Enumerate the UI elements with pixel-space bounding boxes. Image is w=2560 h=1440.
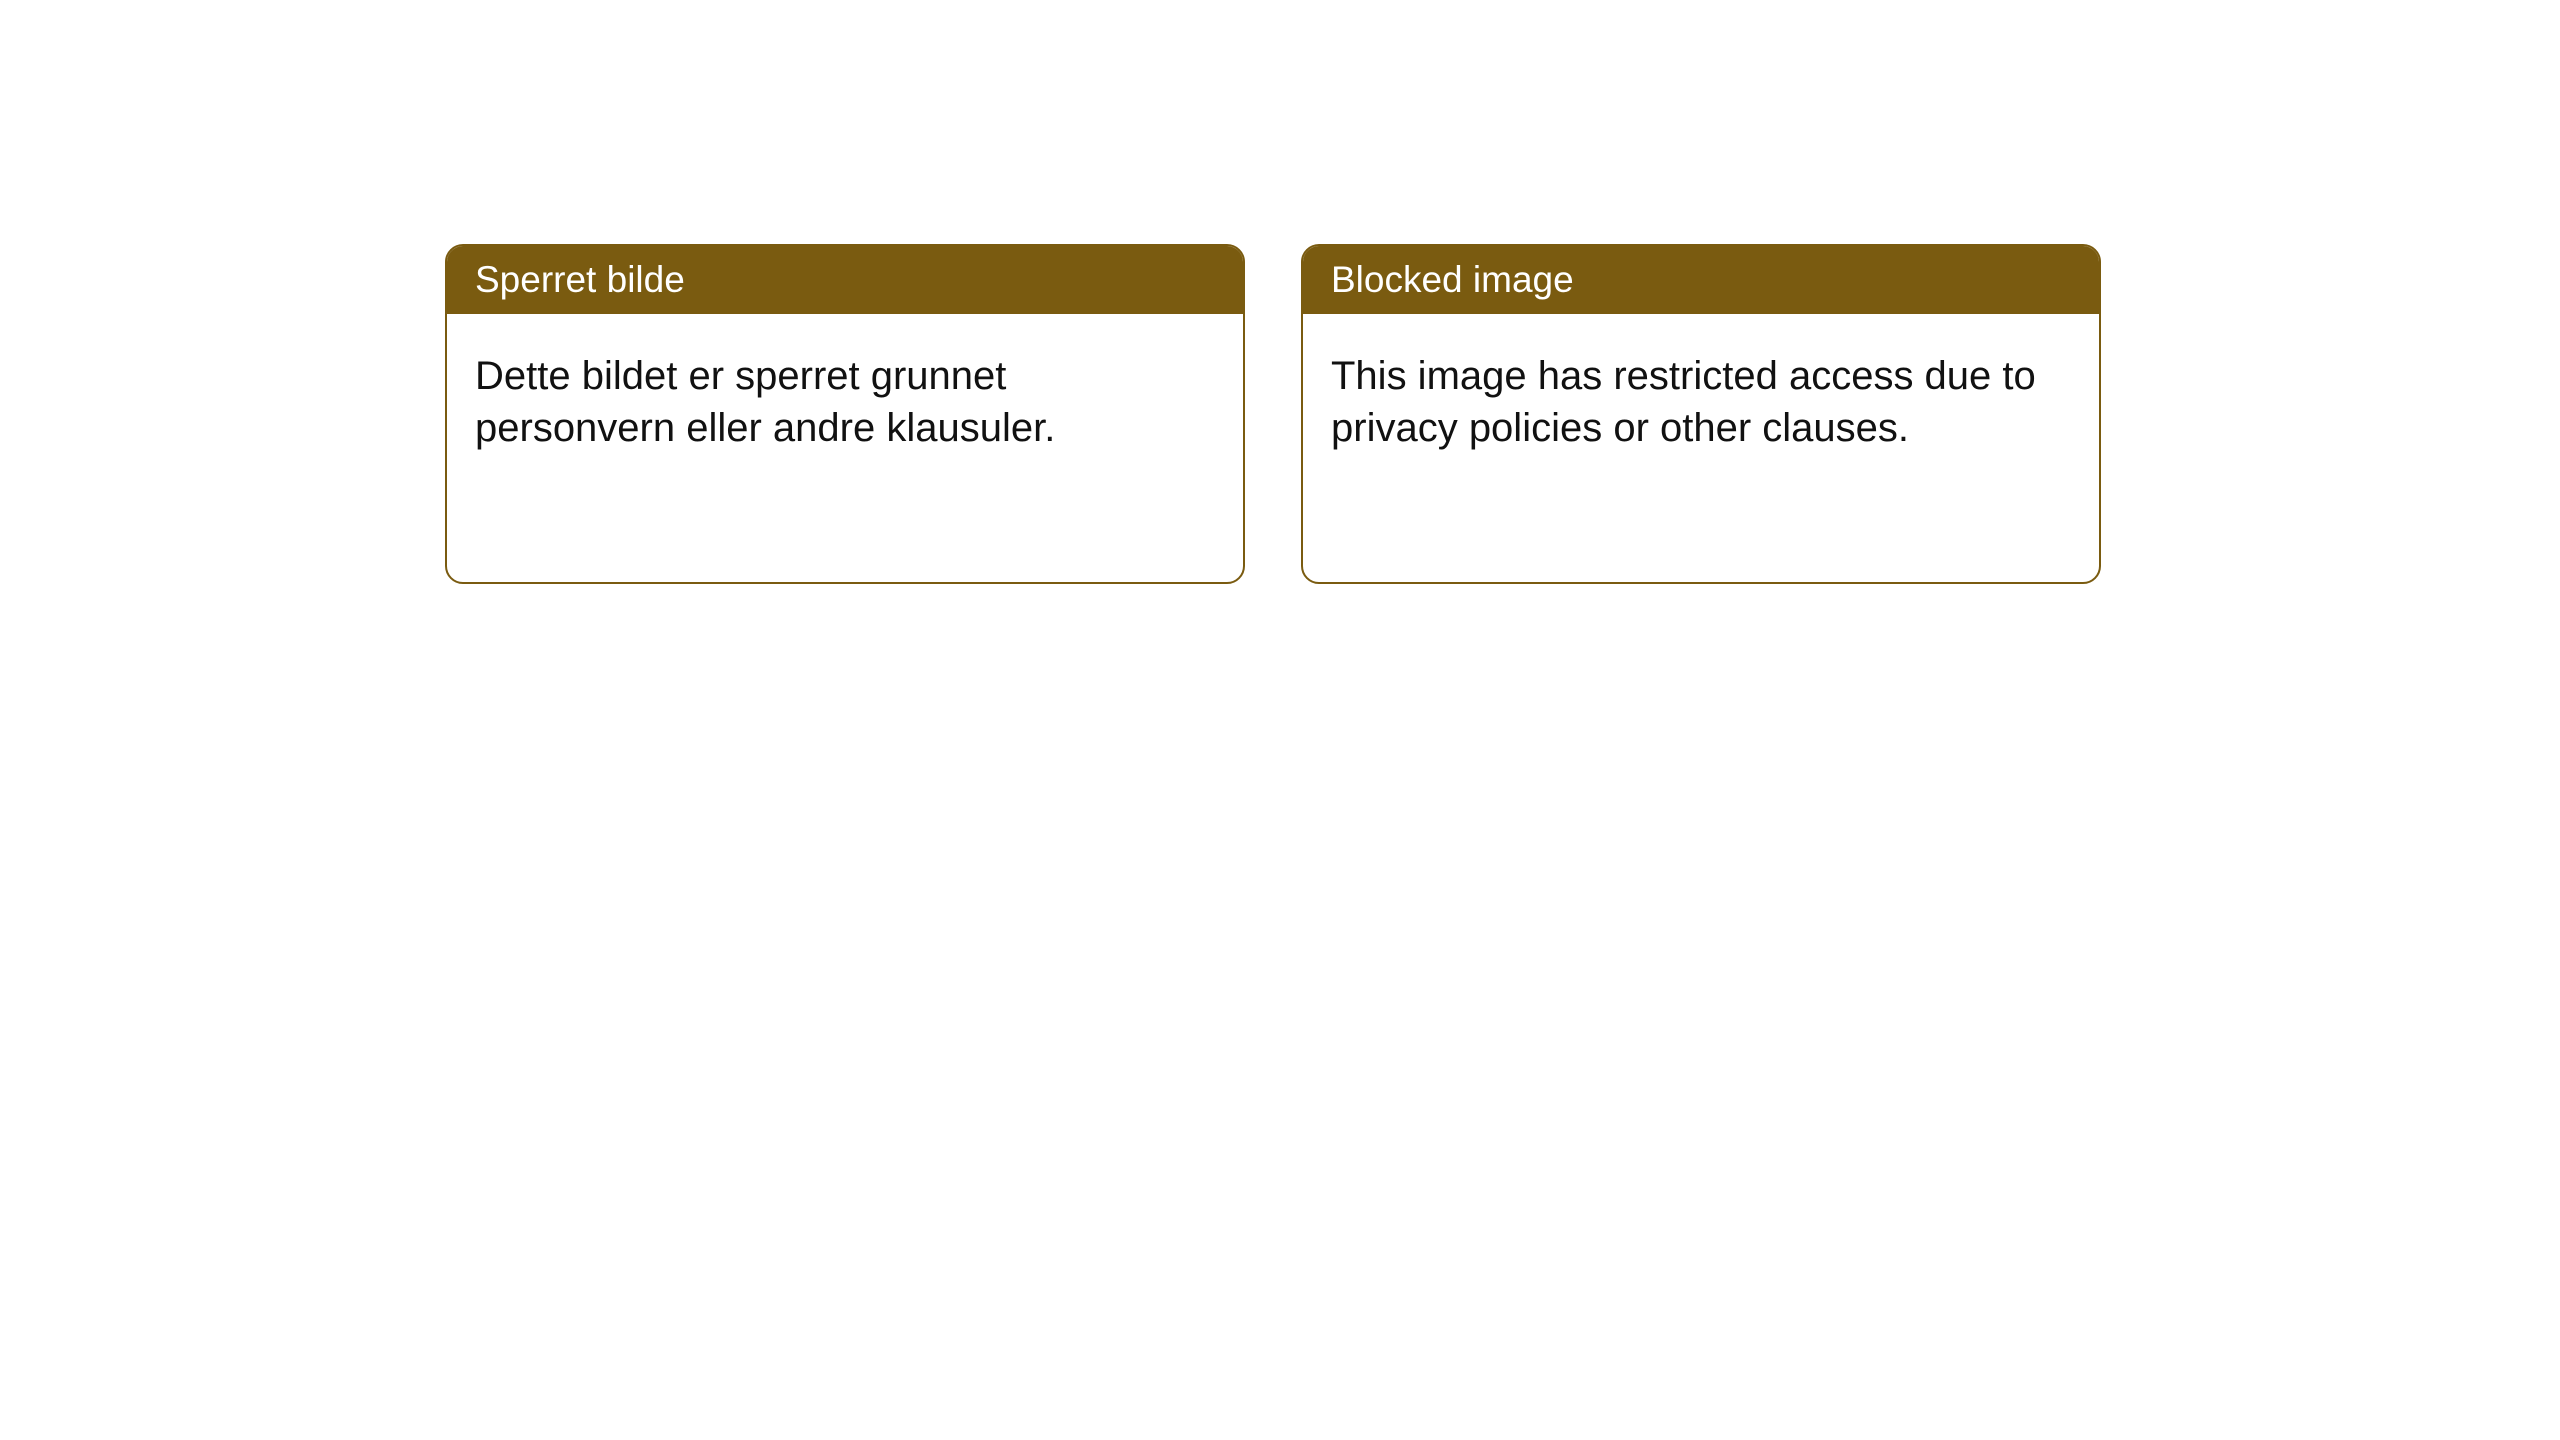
card-header-no: Sperret bilde [447, 246, 1243, 314]
card-title-no: Sperret bilde [475, 259, 685, 300]
notice-container: Sperret bilde Dette bildet er sperret gr… [445, 244, 2101, 584]
blocked-image-card-en: Blocked image This image has restricted … [1301, 244, 2101, 584]
card-body-no: Dette bildet er sperret grunnet personve… [447, 314, 1243, 490]
card-text-no: Dette bildet er sperret grunnet personve… [475, 354, 1055, 450]
card-title-en: Blocked image [1331, 259, 1574, 300]
card-header-en: Blocked image [1303, 246, 2099, 314]
card-body-en: This image has restricted access due to … [1303, 314, 2099, 490]
card-text-en: This image has restricted access due to … [1331, 354, 2036, 450]
blocked-image-card-no: Sperret bilde Dette bildet er sperret gr… [445, 244, 1245, 584]
